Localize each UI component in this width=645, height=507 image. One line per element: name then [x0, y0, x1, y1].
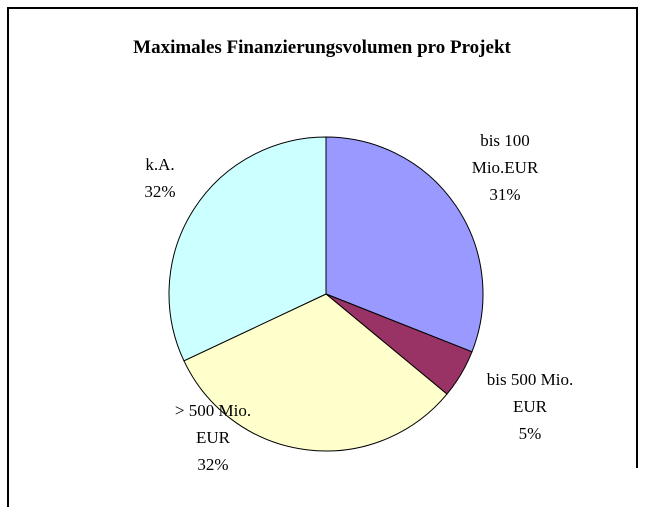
value-label: 31% — [489, 185, 520, 204]
pie-slice — [325, 136, 484, 353]
chart-title: Maximales Finanzierungsvolumen pro Proje… — [133, 37, 511, 58]
pie-slice — [168, 136, 327, 362]
pie-slice — [183, 293, 448, 452]
slice-label: k.A. — [145, 155, 174, 174]
value-label: 32% — [144, 182, 175, 201]
value-label: 5% — [519, 424, 542, 443]
slice-label: bis 500 Mio. EUR — [487, 370, 573, 416]
slice-label: bis 100 Mio.EUR — [472, 131, 539, 177]
value-label: 32% — [197, 455, 228, 474]
chart-frame — [7, 7, 638, 507]
slice-label: > 500 Mio. EUR — [175, 401, 251, 447]
